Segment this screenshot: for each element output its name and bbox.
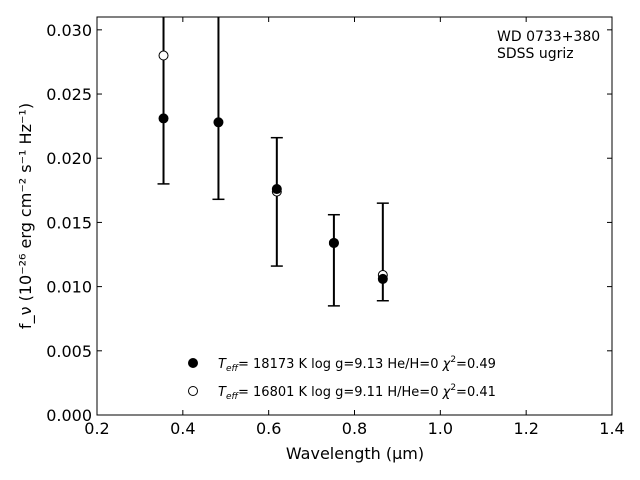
observed-point-filled (213, 117, 224, 128)
y-tick-label: 0.020 (46, 149, 92, 168)
y-tick-label: 0.015 (46, 213, 92, 232)
axis-ticks: 0.2 0.4 0.6 0.8 1.0 1.2 1.4 0.000 0.005 0.010 0.01… (46, 17, 625, 438)
y-tick-label: 0.010 (46, 278, 92, 297)
x-tick-label: 1.4 (599, 419, 624, 438)
plot-frame (96, 16, 613, 416)
y-tick-label: 0.030 (46, 21, 92, 40)
y-tick-label: 0.005 (46, 342, 92, 361)
y-tick-label: 0.025 (46, 85, 92, 104)
legend-entry-2: Teff= 16801 K log g=9.11 H/He=0 χ2=0.41 (218, 383, 496, 402)
observed-point-filled (377, 273, 388, 284)
x-tick-label: 0.2 (84, 419, 109, 438)
legend-entry-1: Teff= 18173 K log g=9.13 He/H=0 χ2=0.49 (218, 355, 496, 374)
model-point-open (158, 50, 169, 61)
x-tick-label: 1.2 (513, 419, 538, 438)
observed-point-filled (271, 184, 282, 195)
x-tick-label: 0.6 (256, 419, 281, 438)
observed-point-filled (158, 113, 169, 124)
legend-marker-filled (188, 358, 198, 368)
legend: Teff= 18173 K log g=9.13 He/H=0 χ2=0.49 … (188, 355, 496, 402)
annotation-line-2: SDSS ugriz (497, 46, 574, 62)
annotation-line-1: WD 0733+380 (497, 29, 600, 45)
data-points (158, 50, 388, 284)
x-tick-label: 0.4 (170, 419, 195, 438)
x-tick-label: 1.0 (428, 419, 453, 438)
observed-point-filled (328, 237, 339, 248)
x-axis-label: Wavelength (μm) (286, 444, 424, 463)
error-bars (157, 17, 389, 307)
x-tick-label: 0.8 (342, 419, 367, 438)
legend-marker-open (188, 386, 198, 396)
y-axis-label: f_ν (10⁻²⁶ erg cm⁻² s⁻¹ Hz⁻¹) (16, 103, 36, 329)
y-tick-label: 0.000 (46, 406, 92, 425)
